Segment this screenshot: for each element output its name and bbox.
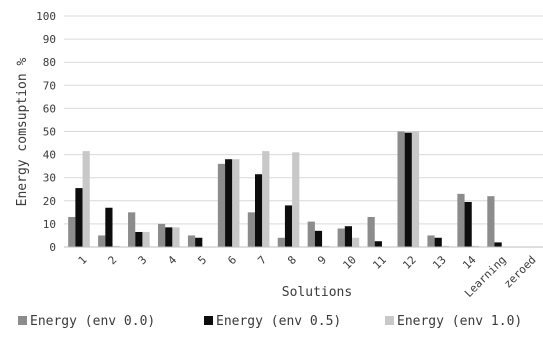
bar <box>75 188 83 247</box>
legend-swatch <box>18 316 27 325</box>
bar <box>172 227 180 247</box>
legend-label: Energy (env 1.0) <box>397 314 522 329</box>
x-tick-label: 11 <box>370 253 389 272</box>
bar <box>128 212 136 247</box>
y-tick-label: 0 <box>49 241 56 254</box>
bar <box>98 235 106 247</box>
x-axis-title: Solutions <box>282 285 352 300</box>
bar <box>68 216 76 247</box>
x-tick-label: 12 <box>400 253 419 272</box>
legend-label: Energy (env 0.5) <box>216 314 341 329</box>
bar <box>487 196 495 247</box>
legend: Energy (env 0.0) Energy (env 0.5) Energy (… <box>18 314 522 329</box>
bar <box>322 245 330 247</box>
bar <box>105 207 113 247</box>
bar <box>411 131 420 247</box>
bar <box>397 131 405 247</box>
bar <box>307 221 315 247</box>
bar <box>142 231 150 247</box>
bar <box>457 193 465 247</box>
bar <box>112 245 120 247</box>
x-tick-label: 10 <box>340 253 359 272</box>
bar <box>367 216 375 247</box>
bar <box>352 237 360 247</box>
bar <box>254 174 263 247</box>
y-tick-label: 100 <box>36 10 56 23</box>
bar <box>135 231 143 247</box>
x-tick-label: 2 <box>106 253 120 267</box>
x-tick-label: 7 <box>255 253 269 267</box>
bar <box>441 245 450 247</box>
bar <box>471 245 479 247</box>
bar <box>195 237 203 247</box>
bar <box>157 223 166 247</box>
bars <box>68 131 502 247</box>
bar <box>232 159 240 247</box>
legend-swatch <box>385 316 394 325</box>
x-tick-label: 8 <box>285 253 299 267</box>
y-tick-label: 40 <box>43 149 56 162</box>
y-tick-label: 10 <box>43 218 56 231</box>
bar <box>427 235 435 247</box>
x-tick-label: 14 <box>460 253 479 272</box>
y-tick-label: 60 <box>43 102 56 115</box>
x-tick-label: 1 <box>76 253 90 267</box>
bar <box>344 226 353 247</box>
bar <box>314 230 323 247</box>
x-tick-label: zeroed <box>501 253 538 290</box>
bar <box>217 163 226 247</box>
y-tick-label: 80 <box>43 56 56 69</box>
y-tick-label: 90 <box>43 33 56 46</box>
y-tick-label: 70 <box>43 79 56 92</box>
bar <box>247 212 255 247</box>
y-tick-label: 50 <box>43 126 56 139</box>
bar <box>434 237 442 247</box>
bar <box>187 235 196 247</box>
gridlines <box>64 15 543 248</box>
bar <box>277 237 285 247</box>
bar <box>165 227 173 247</box>
x-tick-label: 9 <box>315 253 329 267</box>
bar <box>284 205 293 247</box>
bar <box>494 242 502 247</box>
legend-label: Energy (env 0.0) <box>30 314 155 329</box>
bar <box>82 151 90 247</box>
x-tick-label: 13 <box>430 253 449 272</box>
bar <box>262 151 270 247</box>
legend-swatch <box>204 316 213 325</box>
bar <box>292 152 300 247</box>
x-tick-label: 5 <box>195 253 209 267</box>
bar <box>464 201 472 247</box>
bar <box>404 132 412 247</box>
bar <box>374 241 382 247</box>
y-axis-title: Energy comsuption % <box>15 57 30 206</box>
bar <box>337 228 345 247</box>
x-tick-label: 3 <box>136 253 150 267</box>
y-tick-label: 30 <box>43 172 56 185</box>
x-tick-label: 6 <box>225 253 239 267</box>
x-tick-label: 4 <box>165 253 179 267</box>
bar <box>225 159 233 247</box>
y-tick-label: 20 <box>43 195 56 208</box>
